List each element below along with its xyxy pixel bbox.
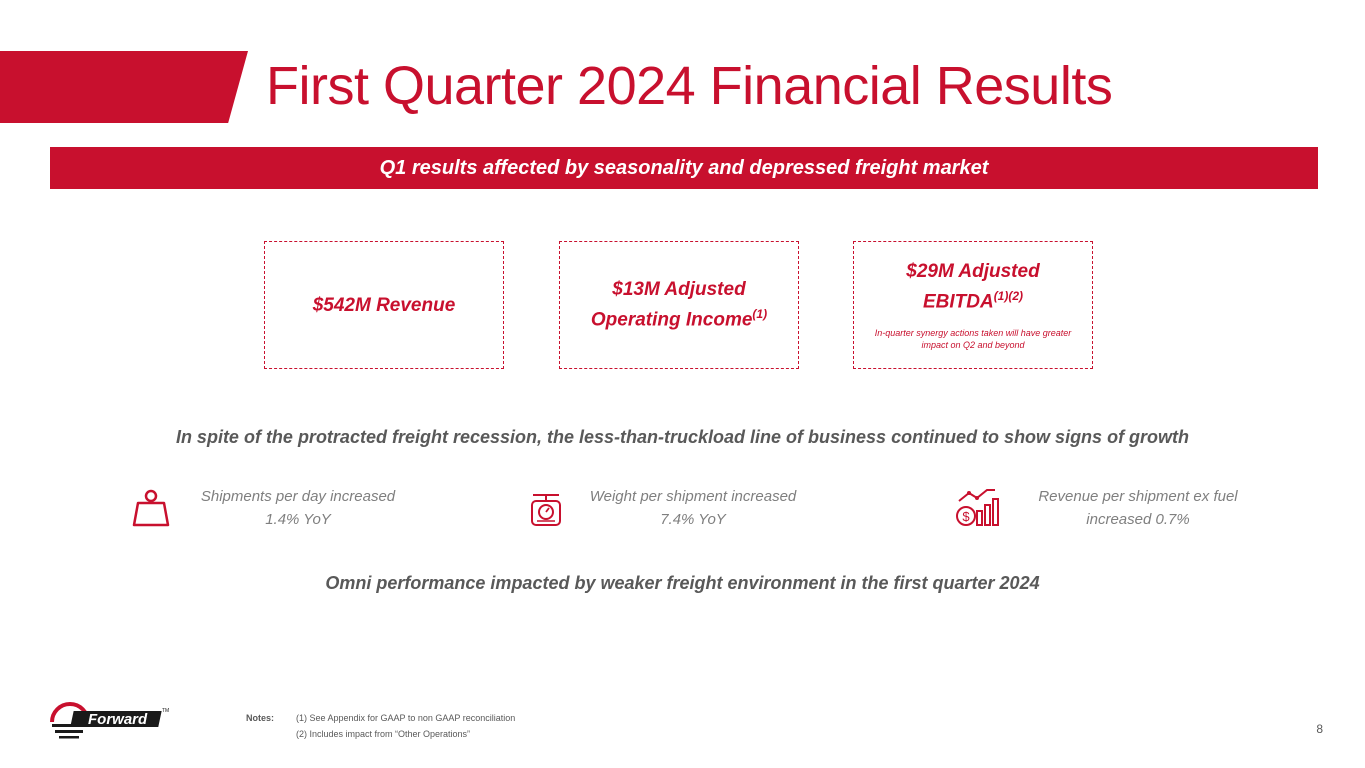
kpi-operating-income-line2: Operating Income(1) bbox=[591, 302, 767, 332]
kpi-operating-income-line1: $13M Adjusted bbox=[612, 279, 746, 301]
kpi-revenue-value: $542M Revenue bbox=[312, 294, 456, 316]
stat-shipments-line2: 1.4% YoY bbox=[265, 511, 331, 528]
scale-icon bbox=[531, 494, 561, 526]
stat-weight-text: Weight per shipment increased 7.4% YoY bbox=[573, 485, 813, 531]
kpi-box-revenue: $542M Revenue bbox=[264, 241, 504, 369]
weight-icon bbox=[132, 489, 170, 527]
footnote-ref: (1) bbox=[752, 307, 768, 322]
stat-revenue: $ Revenue per shipment ex fuel increased… bbox=[955, 485, 1273, 531]
page-number: 8 bbox=[1316, 722, 1323, 736]
omni-heading: Omni performance impacted by weaker frei… bbox=[325, 573, 1040, 593]
banner-text: Q1 results affected by seasonality and d… bbox=[379, 156, 989, 179]
stat-weight-line2: 7.4% YoY bbox=[660, 511, 726, 528]
logo-text: Forward bbox=[88, 711, 148, 728]
footnote-item: (2) Includes impact from “Other Operatio… bbox=[296, 729, 471, 739]
svg-text:$: $ bbox=[962, 509, 970, 524]
forward-logo: Forward TM bbox=[50, 702, 169, 739]
stat-revenue-text: Revenue per shipment ex fuel increased 0… bbox=[1003, 485, 1273, 531]
stat-shipments-text: Shipments per day increased 1.4% YoY bbox=[178, 485, 418, 531]
kpi-ebitda-line1: $29M Adjusted bbox=[906, 261, 1040, 283]
stat-weight-line1: Weight per shipment increased bbox=[589, 488, 797, 505]
title-accent-bar bbox=[0, 51, 248, 123]
growth-heading: In spite of the protracted freight reces… bbox=[175, 427, 1190, 447]
notes-label: Notes: bbox=[246, 713, 275, 723]
kpi-ebitda-line2: EBITDA(1)(2) bbox=[923, 284, 1023, 314]
footnote-item: (1) See Appendix for GAAP to non GAAP re… bbox=[296, 713, 516, 723]
kpi-ebitda-note: In-quarter synergy actions taken will ha… bbox=[874, 327, 1072, 350]
headline-banner: Q1 results affected by seasonality and d… bbox=[50, 147, 1318, 189]
stat-shipments-line1: Shipments per day increased bbox=[200, 488, 396, 505]
kpi-ebitda-label: EBITDA bbox=[922, 291, 994, 313]
kpi-operating-income-label: Operating Income bbox=[590, 309, 753, 331]
revenue-growth-icon: $ bbox=[956, 489, 999, 526]
stat-shipments: Shipments per day increased 1.4% YoY bbox=[130, 485, 418, 531]
stat-revenue-line2: increased 0.7% bbox=[1086, 511, 1190, 528]
footnotes: Notes: (1) See Appendix for GAAP to non … bbox=[246, 710, 515, 742]
logo-tm: TM bbox=[162, 708, 169, 714]
kpi-box-ebitda: $29M Adjusted EBITDA(1)(2) In-quarter sy… bbox=[853, 241, 1093, 369]
kpi-box-operating-income: $13M Adjusted Operating Income(1) bbox=[559, 241, 799, 369]
stat-revenue-line1: Revenue per shipment ex fuel bbox=[1038, 488, 1238, 505]
page-title: First Quarter 2024 Financial Results bbox=[266, 56, 1113, 116]
footnote-ref: (1)(2) bbox=[993, 289, 1024, 304]
stat-weight: Weight per shipment increased 7.4% YoY bbox=[525, 485, 813, 531]
